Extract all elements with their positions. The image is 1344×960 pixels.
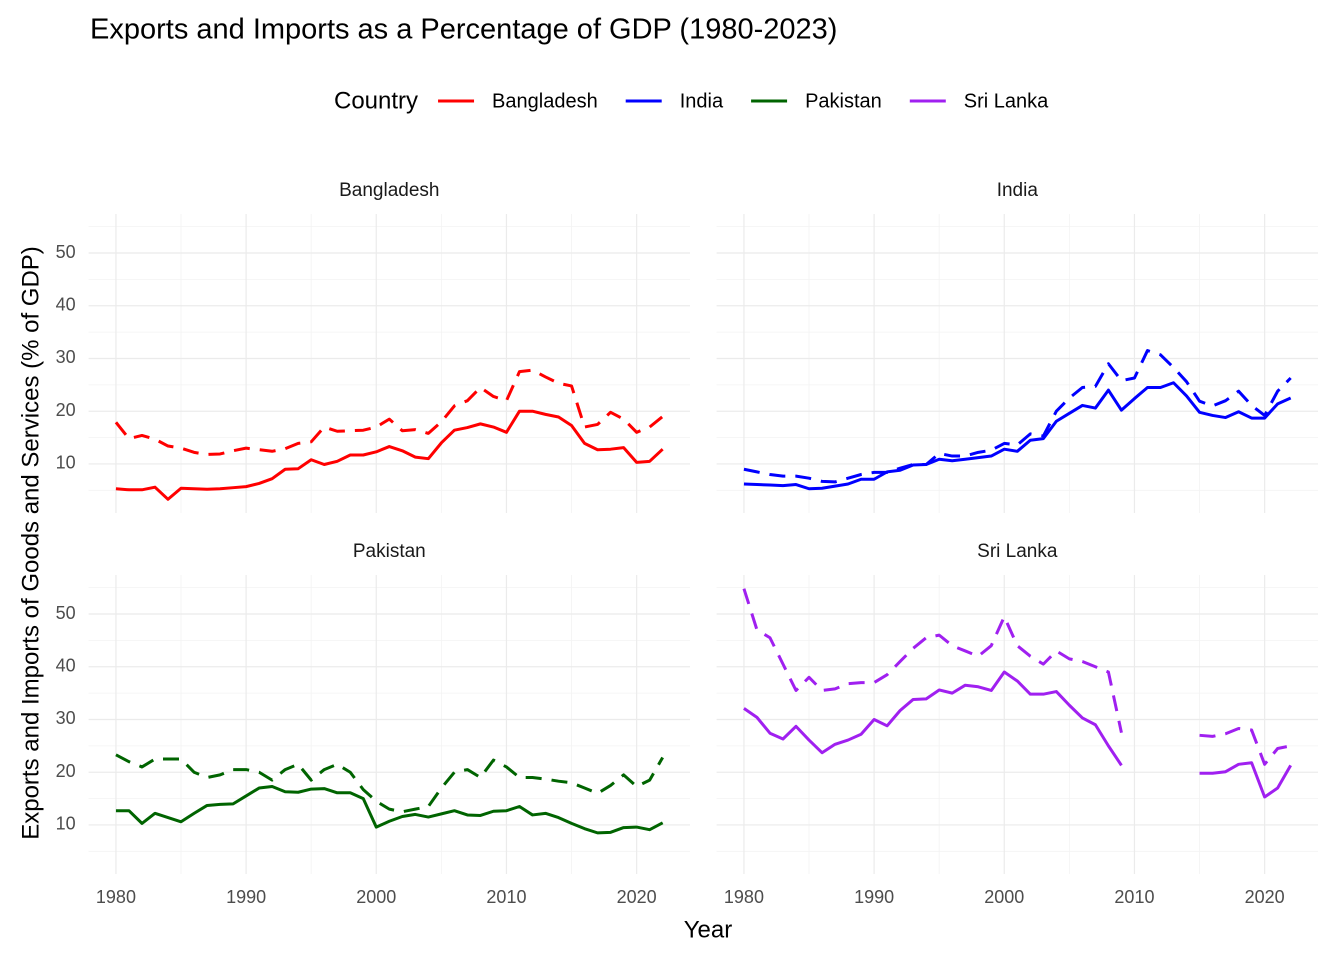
solid-line <box>115 409 664 501</box>
y-tick-label: 10 <box>56 453 76 473</box>
y-tick-label: 20 <box>56 761 76 781</box>
x-tick-label: 2010 <box>1114 887 1154 907</box>
legend-label: Sri Lanka <box>964 90 1049 112</box>
y-tick-label: 10 <box>56 814 76 834</box>
y-tick-label: 50 <box>56 242 76 262</box>
dashed-line <box>743 349 1292 484</box>
solid-line <box>743 670 1123 767</box>
dashed-line <box>115 753 664 814</box>
y-tick-label: 50 <box>56 603 76 623</box>
x-tick-label: 2020 <box>1245 887 1285 907</box>
x-tick-label: 2000 <box>984 887 1024 907</box>
x-tick-label: 2020 <box>617 887 657 907</box>
panel-title: India <box>997 180 1039 201</box>
x-tick-label: 1980 <box>96 887 136 907</box>
chart-title: Exports and Imports as a Percentage of G… <box>90 14 837 46</box>
panel-title: Sri Lanka <box>977 541 1058 562</box>
panel: 10 20 30 40 50 1980 1990 2000 2010 2020 Pakistan <box>56 541 690 907</box>
x-tick-label: 2000 <box>356 887 396 907</box>
solid-line <box>1199 761 1292 799</box>
dashed-line <box>1199 726 1291 766</box>
y-tick-label: 40 <box>56 656 76 676</box>
solid-line <box>743 381 1292 491</box>
panel: 10 20 30 40 50 Bangladesh <box>56 180 690 513</box>
y-tick-label: 30 <box>56 347 76 367</box>
dashed-line <box>114 368 664 456</box>
x-tick-label: 1980 <box>724 887 764 907</box>
legend-title: Country <box>334 87 418 114</box>
x-tick-label: 1990 <box>854 887 894 907</box>
panel: India <box>716 180 1318 513</box>
x-tick-label: 1990 <box>226 887 266 907</box>
y-tick-label: 30 <box>56 708 76 728</box>
legend-label: Pakistan <box>805 90 882 112</box>
y-axis-title: Exports and Imports of Goods and Service… <box>17 246 44 840</box>
legend-label: Bangladesh <box>492 90 598 112</box>
x-axis-title: Year <box>684 916 733 943</box>
x-tick-label: 2010 <box>486 887 526 907</box>
panel: 1980 1990 2000 2010 2020 Sri Lanka <box>716 541 1318 907</box>
solid-line <box>115 784 664 835</box>
panel-title: Pakistan <box>353 541 426 562</box>
dashed-line <box>742 588 1123 733</box>
y-tick-label: 20 <box>56 400 76 420</box>
panel-title: Bangladesh <box>339 180 439 201</box>
y-tick-label: 40 <box>56 295 76 315</box>
legend-label: India <box>680 90 724 112</box>
